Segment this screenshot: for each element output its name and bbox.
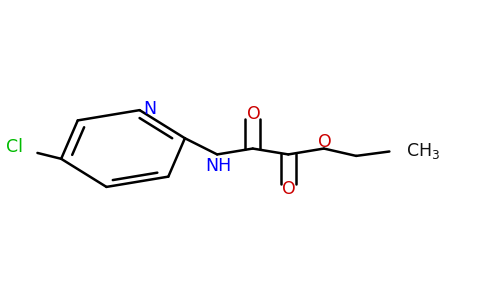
Text: O: O [282,180,296,198]
Text: Cl: Cl [6,138,23,156]
Text: N: N [143,100,157,118]
Text: NH: NH [205,157,232,175]
Text: O: O [247,105,260,123]
Text: CH$_3$: CH$_3$ [406,142,440,161]
Text: O: O [318,133,332,151]
